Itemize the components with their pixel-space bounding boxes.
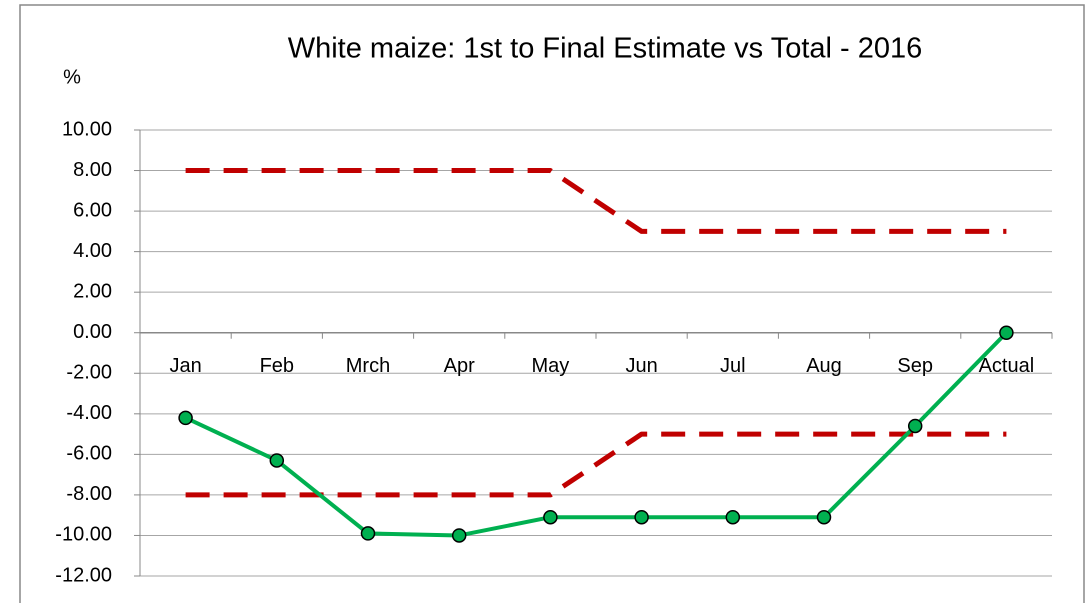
y-tick-label: -12.00 [55, 564, 112, 586]
data-point [360, 526, 376, 541]
x-tick-label: Aug [806, 355, 842, 377]
chart-title: White maize: 1st to Final Estimate vs To… [288, 33, 923, 65]
x-tick-label: Jul [720, 355, 746, 377]
data-point [543, 509, 558, 525]
x-tick-label: Feb [260, 355, 294, 377]
y-tick-label: -10.00 [55, 524, 112, 546]
data-point [725, 509, 741, 525]
data-point [816, 509, 832, 525]
y-axis-label: % [63, 66, 81, 88]
data-point [634, 509, 649, 525]
y-tick-label: 0.00 [73, 321, 112, 343]
x-tick-label: May [532, 355, 570, 377]
y-tick-label: -4.00 [66, 402, 112, 424]
y-tick-label: 8.00 [73, 159, 112, 181]
y-tick-label: 4.00 [73, 240, 112, 262]
x-tick-label: Mrch [346, 355, 390, 377]
x-tick-label: Actual [979, 355, 1035, 377]
line-series [184, 331, 1008, 538]
y-tick-label: 6.00 [73, 199, 112, 221]
chart-frame [19, 4, 1085, 603]
x-tick-label: Jan [169, 355, 201, 377]
data-point [178, 410, 193, 426]
x-tick-label: Jun [625, 355, 657, 377]
data-point [451, 528, 467, 543]
y-tick-label: -2.00 [66, 362, 112, 384]
line-series [185, 168, 1007, 234]
x-tick-label: Apr [444, 355, 475, 377]
data-point [907, 418, 923, 434]
y-tick-label: -6.00 [66, 443, 112, 465]
y-tick-label: 2.00 [73, 280, 112, 302]
data-point [999, 325, 1014, 340]
y-tick-label: 10.00 [62, 118, 112, 140]
x-tick-label: Sep [897, 355, 933, 377]
data-point [269, 453, 285, 468]
y-tick-label: -8.00 [66, 483, 112, 505]
